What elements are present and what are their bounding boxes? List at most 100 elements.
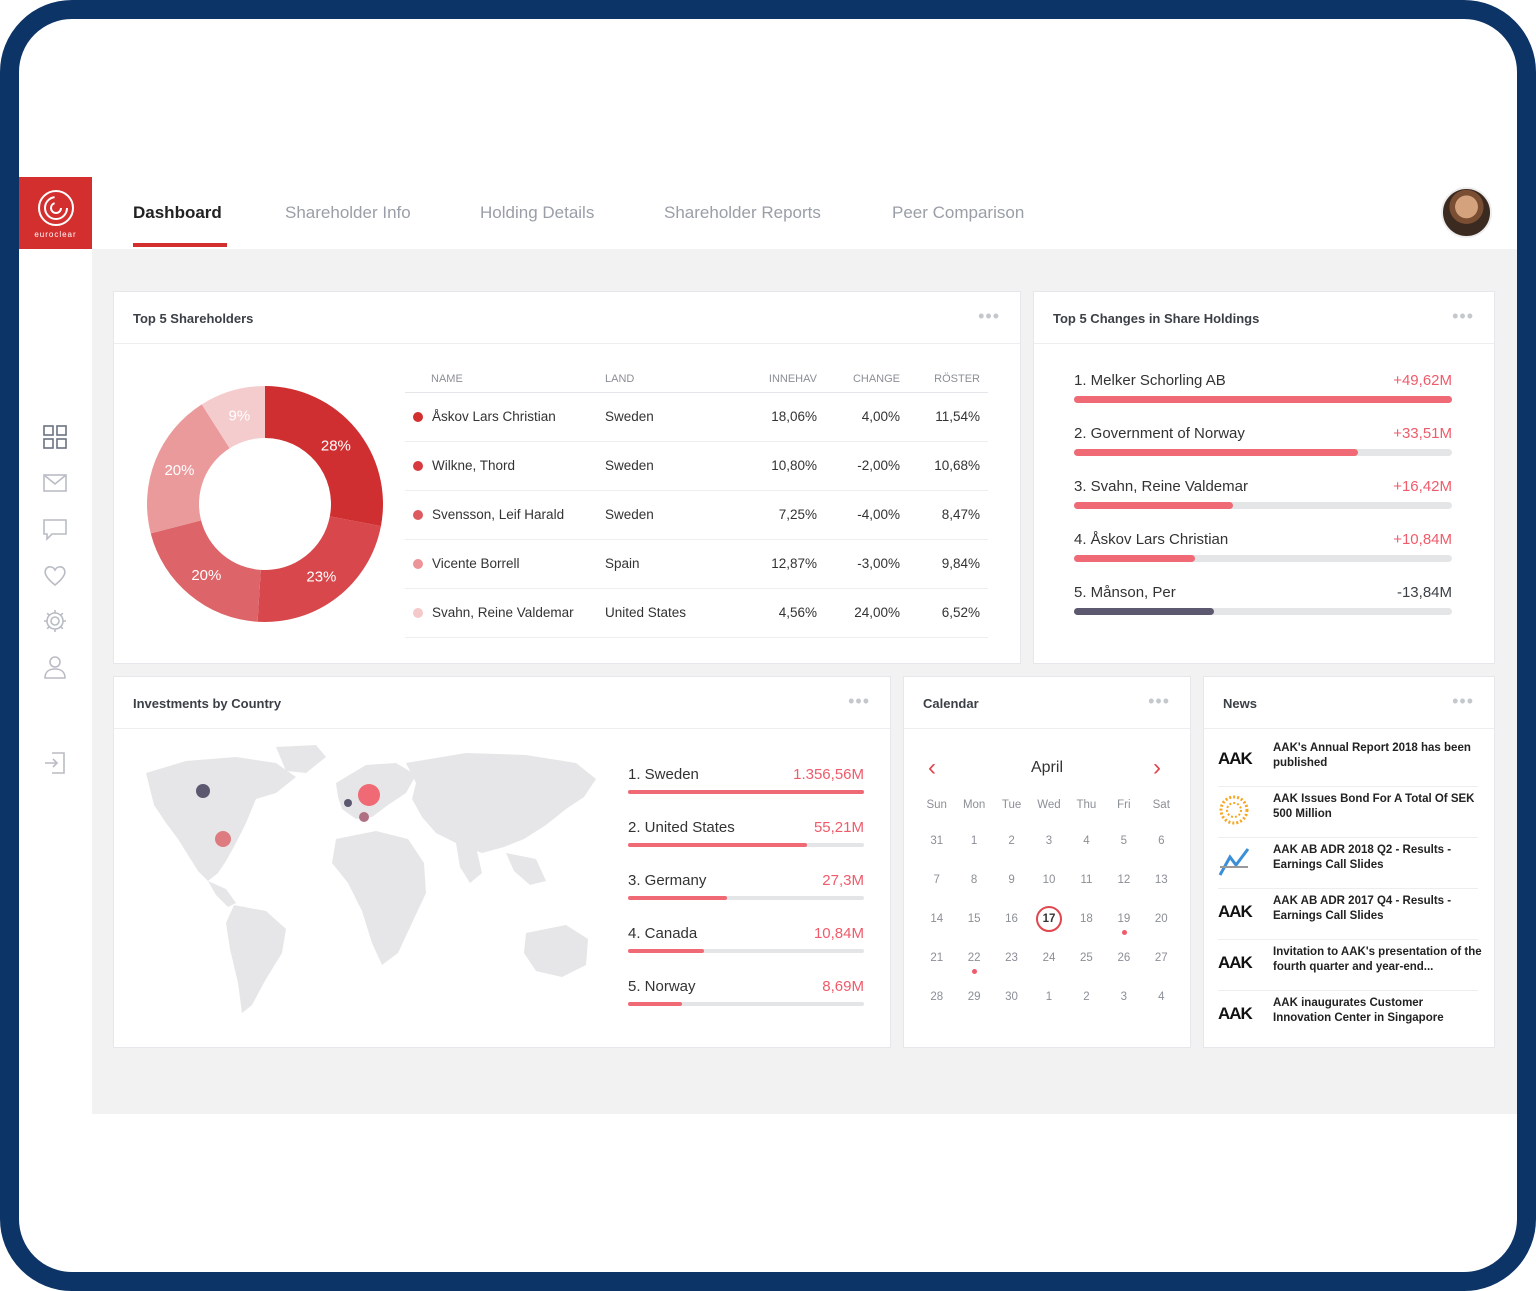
calendar-day[interactable]: 3: [1030, 835, 1067, 874]
table-row[interactable]: Åskov Lars Christian Sweden 18,06% 4,00% 11,…: [405, 392, 988, 442]
calendar-day-label: 3: [1045, 835, 1053, 847]
calendar-day[interactable]: 4: [1143, 991, 1180, 1030]
news-item[interactable]: AAK AAK's Annual Report 2018 has been pub…: [1218, 737, 1478, 787]
map-marker-canada: [196, 784, 210, 798]
calendar-day[interactable]: 15: [955, 913, 992, 952]
calendar-day[interactable]: 3: [1105, 991, 1142, 1030]
calendar-day[interactable]: 12: [1105, 874, 1142, 913]
table-row[interactable]: Vicente Borrell Spain 12,87% -3,00% 9,84%: [405, 539, 988, 589]
change-item[interactable]: 2. Government of Norway +33,51M: [1074, 425, 1452, 456]
col-name[interactable]: NAME: [405, 366, 605, 393]
calendar-day[interactable]: 29: [955, 991, 992, 1030]
calendar-day[interactable]: 31: [918, 835, 955, 874]
calendar-day[interactable]: 10: [1030, 874, 1067, 913]
calendar-day[interactable]: 9: [993, 874, 1030, 913]
country-item[interactable]: 2. United States 55,21M: [628, 819, 864, 847]
calendar-day[interactable]: 20: [1143, 913, 1180, 952]
calendar-day-selected[interactable]: 17: [1030, 906, 1067, 952]
calendar-day[interactable]: 2: [1068, 991, 1105, 1030]
card-menu-button[interactable]: •••: [848, 691, 870, 711]
donut-slice[interactable]: [201, 386, 265, 449]
calendar-day[interactable]: 8: [955, 874, 992, 913]
country-item[interactable]: 3. Germany 27,3M: [628, 872, 864, 900]
donut-slice[interactable]: [150, 520, 261, 622]
change-item[interactable]: 3. Svahn, Reine Valdemar +16,42M: [1074, 478, 1452, 509]
chat-icon[interactable]: [41, 515, 69, 543]
news-item[interactable]: AAK AB ADR 2018 Q2 - Results - Earnings …: [1218, 839, 1478, 889]
calendar-day[interactable]: 22: [955, 952, 992, 991]
country-item[interactable]: 4. Canada 10,84M: [628, 925, 864, 953]
card-title: Investments by Country: [133, 696, 282, 711]
donut-slice[interactable]: [265, 386, 383, 527]
calendar-day[interactable]: 6: [1143, 835, 1180, 874]
calendar-day[interactable]: 26: [1105, 952, 1142, 991]
card-menu-button[interactable]: •••: [1452, 306, 1474, 326]
calendar-day[interactable]: 16: [993, 913, 1030, 952]
news-item[interactable]: AAK Issues Bond For A Total Of SEK 500 M…: [1218, 788, 1478, 838]
shareholders-table-body: Åskov Lars Christian Sweden 18,06% 4,00% 11,…: [405, 392, 988, 638]
table-row[interactable]: Svahn, Reine Valdemar United States 4,56% 2…: [405, 588, 988, 638]
calendar-day[interactable]: 11: [1068, 874, 1105, 913]
euroclear-logo[interactable]: euroclear: [19, 177, 92, 249]
avatar[interactable]: [1441, 187, 1492, 238]
donut-slice[interactable]: [147, 404, 230, 534]
calendar-day[interactable]: 2: [993, 835, 1030, 874]
news-item[interactable]: AAK AAK inaugurates Customer Innovation C…: [1218, 992, 1478, 1042]
tab-shareholder-reports[interactable]: Shareholder Reports: [664, 203, 821, 222]
calendar-day[interactable]: 24: [1030, 952, 1067, 991]
change-item[interactable]: 1. Melker Schorling AB +49,62M: [1074, 372, 1452, 403]
heart-icon[interactable]: [41, 561, 69, 589]
calendar-day[interactable]: 5: [1105, 835, 1142, 874]
calendar-day[interactable]: 14: [918, 913, 955, 952]
country-label: 2. United States: [628, 819, 735, 836]
calendar-day[interactable]: 7: [918, 874, 955, 913]
shareholder-name: Wilkne, Thord: [405, 441, 605, 491]
tab-holding-details[interactable]: Holding Details: [480, 203, 595, 222]
calendar-day-label: 4: [1083, 835, 1090, 847]
col-innehav[interactable]: INNEHAV: [730, 366, 825, 393]
tab-dashboard[interactable]: Dashboard: [133, 203, 222, 222]
news-item[interactable]: AAK AAK AB ADR 2017 Q4 - Results - Earnin…: [1218, 890, 1478, 940]
mail-icon[interactable]: [41, 469, 69, 497]
next-month-button[interactable]: ›: [1153, 754, 1161, 781]
calendar-day[interactable]: 18: [1068, 913, 1105, 952]
col-land[interactable]: LAND: [605, 366, 730, 393]
tab-peer-comparison[interactable]: Peer Comparison: [892, 203, 1025, 222]
calendar-day[interactable]: 13: [1143, 874, 1180, 913]
calendar-day[interactable]: 25: [1068, 952, 1105, 991]
card-menu-button[interactable]: •••: [1452, 691, 1474, 711]
country-item[interactable]: 5. Norway 8,69M: [628, 978, 864, 1006]
calendar-day[interactable]: 23: [993, 952, 1030, 991]
news-item[interactable]: AAK Invitation to AAK's presentation of t…: [1218, 941, 1482, 991]
user-icon[interactable]: [41, 653, 69, 681]
table-row[interactable]: Svensson, Leif Harald Sweden 7,25% -4,00% 8,…: [405, 490, 988, 540]
calendar-weekday: Sun: [926, 799, 947, 811]
change-item[interactable]: 5. Månson, Per -13,84M: [1074, 584, 1452, 615]
tab-shareholder-info[interactable]: Shareholder Info: [285, 203, 411, 222]
calendar-weekday: Tue: [1001, 799, 1022, 811]
calendar-day[interactable]: 27: [1143, 952, 1180, 991]
logout-icon[interactable]: [41, 749, 69, 777]
calendar-day-label: 13: [1154, 874, 1168, 886]
grid-icon[interactable]: [41, 423, 69, 451]
change-bar-track: [1074, 608, 1452, 615]
donut-slice[interactable]: [257, 516, 381, 622]
col-roster[interactable]: RÖSTER: [908, 366, 988, 393]
col-change[interactable]: CHANGE: [825, 366, 908, 393]
calendar-day[interactable]: 1: [955, 835, 992, 874]
calendar-day[interactable]: 30: [993, 991, 1030, 1030]
calendar-day[interactable]: 1: [1030, 991, 1067, 1030]
calendar-day[interactable]: 28: [918, 991, 955, 1030]
change-item[interactable]: 4. Åskov Lars Christian +10,84M: [1074, 531, 1452, 562]
calendar-day[interactable]: 19: [1105, 913, 1142, 952]
calendar-day[interactable]: 4: [1068, 835, 1105, 874]
table-row[interactable]: Wilkne, Thord Sweden 10,80% -2,00% 10,68%: [405, 441, 988, 491]
gear-icon[interactable]: [41, 607, 69, 635]
prev-month-button[interactable]: ‹: [928, 754, 936, 781]
card-menu-button[interactable]: •••: [1148, 691, 1170, 711]
country-label: 1. Sweden: [628, 766, 699, 783]
card-title: Calendar: [923, 696, 979, 711]
country-item[interactable]: 1. Sweden 1.356,56M: [628, 766, 864, 794]
calendar-day[interactable]: 21: [918, 952, 955, 991]
card-menu-button[interactable]: •••: [978, 306, 1000, 326]
